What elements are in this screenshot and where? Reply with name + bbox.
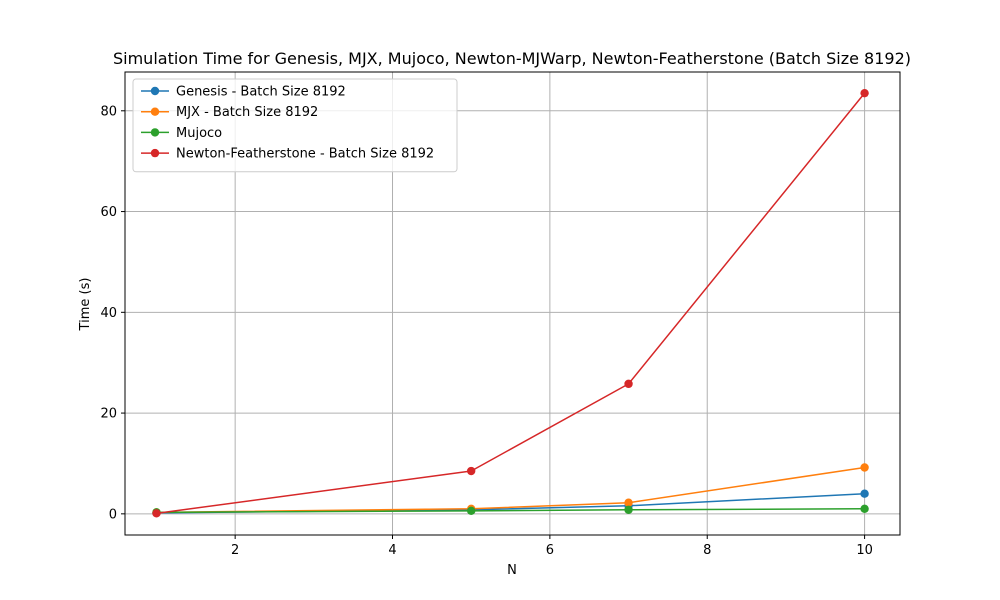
x-tick-label: 2 bbox=[231, 543, 239, 558]
legend-label: Mujoco bbox=[176, 126, 222, 141]
data-point bbox=[152, 509, 161, 518]
legend-item: Newton-Featherstone - Batch Size 8192 bbox=[141, 147, 434, 162]
data-point bbox=[860, 88, 869, 98]
legend-item: Genesis - Batch Size 8192 bbox=[141, 85, 346, 100]
data-point bbox=[624, 505, 633, 515]
series-line bbox=[156, 466, 865, 514]
y-tick-label: 0 bbox=[109, 507, 117, 522]
data-point bbox=[860, 504, 869, 514]
x-tick-label: 10 bbox=[856, 543, 873, 558]
x-axis-ticks: 2 4 6 8 10 bbox=[231, 535, 873, 558]
series-line bbox=[156, 92, 866, 515]
series-layer bbox=[152, 88, 869, 518]
series-line bbox=[156, 508, 865, 514]
y-axis-label: Time (s) bbox=[78, 278, 93, 332]
series-4 bbox=[152, 88, 869, 518]
data-point bbox=[624, 498, 633, 507]
data-point bbox=[624, 379, 633, 389]
x-tick-label: 6 bbox=[546, 543, 554, 558]
data-point bbox=[860, 463, 869, 472]
legend-box bbox=[132, 78, 458, 173]
x-tick-label: 8 bbox=[703, 543, 711, 558]
x-tick-label: 4 bbox=[388, 543, 396, 558]
x-axis-label: N bbox=[507, 563, 517, 578]
legend-swatch-marker bbox=[150, 86, 160, 96]
data-point bbox=[466, 506, 476, 516]
data-point bbox=[860, 489, 869, 498]
plot-frame bbox=[124, 71, 901, 536]
y-tick-label: 80 bbox=[100, 104, 117, 119]
y-axis-ticks: 0 20 40 60 80 bbox=[100, 104, 125, 522]
legend-item: Mujoco bbox=[141, 126, 222, 141]
y-tick-label: 40 bbox=[100, 306, 117, 321]
data-point bbox=[466, 466, 476, 476]
legend-label: Newton-Featherstone - Batch Size 8192 bbox=[176, 147, 434, 162]
legend-swatch-marker bbox=[150, 128, 160, 137]
y-tick-label: 60 bbox=[100, 205, 117, 220]
y-tick-label: 20 bbox=[100, 407, 117, 422]
legend-label: Genesis - Batch Size 8192 bbox=[176, 85, 346, 100]
legend-item: MJX - Batch Size 8192 bbox=[141, 105, 318, 120]
legend-label: MJX - Batch Size 8192 bbox=[176, 105, 318, 120]
legend-swatch-marker bbox=[150, 107, 160, 116]
grid bbox=[125, 72, 900, 535]
legend-swatch-marker bbox=[150, 148, 160, 158]
legend: Genesis - Batch Size 8192 MJX - Batch Siz… bbox=[132, 78, 458, 173]
chart-title: Simulation Time for Genesis, MJX, Mujoco… bbox=[113, 49, 911, 68]
